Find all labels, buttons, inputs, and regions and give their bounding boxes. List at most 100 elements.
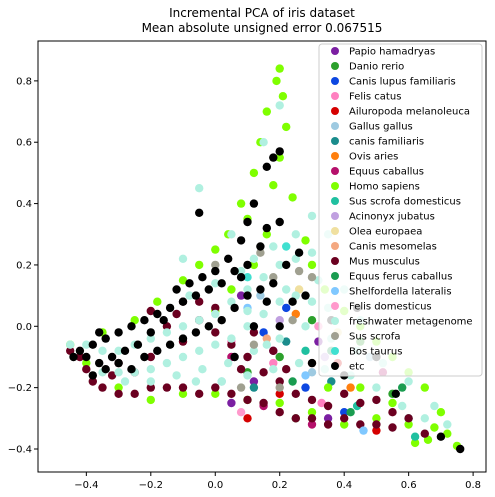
- x-tick-label: 0.2: [272, 480, 288, 491]
- data-point: [420, 383, 429, 392]
- data-point: [436, 432, 446, 441]
- data-point: [249, 260, 259, 270]
- data-point: [120, 346, 130, 355]
- data-point: [307, 260, 317, 270]
- y-tick-label: 0.6: [16, 138, 32, 149]
- data-point: [227, 389, 236, 398]
- data-point: [307, 273, 317, 282]
- data-point: [262, 334, 271, 343]
- legend-label: Felis domesticus: [349, 302, 432, 313]
- legend-marker: [331, 272, 339, 280]
- data-point: [195, 260, 204, 270]
- data-point: [69, 352, 78, 362]
- legend-label: Felis catus: [349, 92, 401, 103]
- data-point: [114, 383, 123, 392]
- data-point: [404, 414, 413, 423]
- data-point: [404, 420, 413, 429]
- data-point: [282, 122, 291, 132]
- data-point: [243, 285, 252, 294]
- data-point: [178, 254, 188, 263]
- data-point: [259, 328, 268, 337]
- data-point: [269, 273, 278, 282]
- data-point: [340, 408, 349, 417]
- data-point: [211, 383, 220, 392]
- data-point: [372, 383, 381, 392]
- data-point: [107, 352, 117, 362]
- data-point: [146, 328, 155, 337]
- data-point: [224, 358, 233, 368]
- data-point: [307, 316, 317, 325]
- data-point: [269, 358, 278, 368]
- legend-marker: [331, 92, 339, 100]
- data-point: [259, 273, 268, 282]
- data-point: [153, 309, 162, 319]
- legend-box: [318, 43, 483, 377]
- data-point: [323, 420, 333, 429]
- data-point: [162, 328, 172, 337]
- data-point: [88, 340, 98, 349]
- data-point: [178, 352, 188, 362]
- points-layer: [66, 64, 465, 454]
- data-point: [262, 230, 271, 239]
- data-point: [249, 383, 259, 392]
- data-point: [88, 371, 98, 380]
- data-point: [236, 273, 246, 282]
- data-point: [307, 414, 317, 423]
- data-point: [211, 279, 220, 288]
- data-point: [398, 383, 407, 392]
- data-point: [301, 371, 310, 380]
- data-point: [275, 297, 284, 306]
- data-point: [282, 285, 291, 294]
- data-point: [162, 383, 172, 392]
- data-point: [140, 316, 149, 325]
- data-point: [172, 309, 181, 319]
- data-point: [204, 322, 213, 331]
- data-point: [291, 230, 300, 239]
- legend-marker: [331, 182, 339, 190]
- x-tick-label: −0.2: [139, 480, 163, 491]
- legend-marker: [331, 212, 339, 220]
- y-tick-label: 0.8: [16, 76, 32, 87]
- data-point: [249, 199, 259, 208]
- plot-frame: [37, 40, 487, 473]
- data-point: [178, 322, 188, 331]
- legend-marker: [331, 242, 339, 250]
- chart-title: Incremental PCA of iris dataset: [169, 6, 355, 20]
- data-point: [323, 383, 333, 392]
- legend-label: Canis mesomelas: [349, 242, 437, 253]
- legend-marker: [331, 332, 339, 340]
- data-point: [211, 245, 220, 254]
- data-point: [249, 322, 259, 331]
- data-point: [243, 291, 252, 300]
- series-7: [291, 309, 355, 392]
- data-point: [275, 147, 284, 156]
- data-point: [127, 365, 136, 374]
- data-point: [120, 377, 130, 386]
- data-point: [224, 254, 233, 263]
- legend-label: Homo sapiens: [349, 182, 420, 193]
- data-point: [95, 358, 104, 368]
- data-point: [178, 389, 188, 398]
- legend-marker: [331, 227, 339, 235]
- data-point: [178, 334, 188, 343]
- y-tick-label: −0.2: [8, 383, 32, 394]
- data-point: [114, 346, 123, 355]
- data-point: [82, 358, 91, 368]
- data-point: [146, 352, 155, 362]
- data-point: [243, 395, 252, 405]
- data-point: [356, 398, 365, 408]
- data-point: [98, 346, 107, 355]
- data-point: [262, 107, 271, 116]
- data-point: [130, 389, 139, 398]
- data-point: [230, 352, 239, 362]
- data-point: [114, 328, 123, 337]
- data-point: [275, 153, 284, 162]
- data-point: [146, 383, 155, 392]
- legend-label: Danio rerio: [349, 62, 404, 73]
- data-point: [307, 408, 317, 417]
- data-point: [185, 279, 194, 288]
- data-point: [346, 408, 355, 417]
- data-point: [146, 395, 155, 405]
- data-point: [301, 236, 310, 245]
